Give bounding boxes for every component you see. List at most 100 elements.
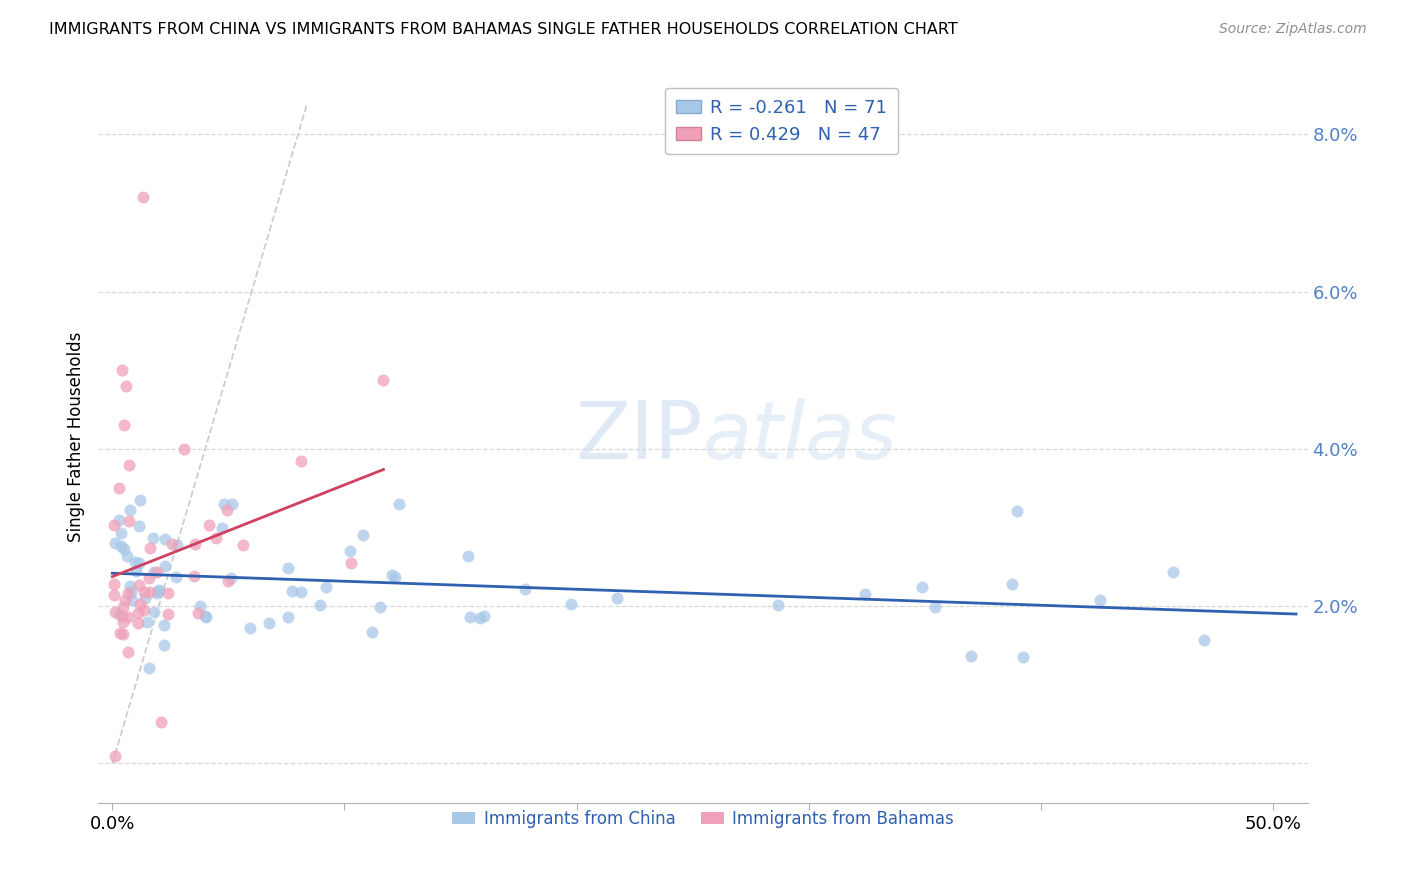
Point bbox=[257, 615, 280, 630]
Legend: Immigrants from China, Immigrants from Bahamas: Immigrants from China, Immigrants from B… bbox=[446, 804, 960, 835]
Point bbox=[112, 615, 135, 630]
Point bbox=[239, 621, 262, 635]
Point bbox=[766, 599, 789, 613]
Point bbox=[221, 571, 243, 585]
Point bbox=[468, 611, 491, 625]
Point bbox=[125, 564, 148, 578]
Point bbox=[153, 559, 176, 574]
Point bbox=[128, 556, 150, 570]
Point bbox=[204, 532, 226, 546]
Point bbox=[134, 584, 156, 599]
Text: IMMIGRANTS FROM CHINA VS IMMIGRANTS FROM BAHAMAS SINGLE FATHER HOUSEHOLDS CORREL: IMMIGRANTS FROM CHINA VS IMMIGRANTS FROM… bbox=[49, 22, 957, 37]
Point bbox=[198, 518, 221, 533]
Point bbox=[104, 605, 127, 619]
Point bbox=[1001, 577, 1024, 591]
Text: Source: ZipAtlas.com: Source: ZipAtlas.com bbox=[1219, 22, 1367, 37]
Point bbox=[136, 615, 159, 629]
Point bbox=[153, 638, 176, 652]
Point bbox=[121, 592, 143, 607]
Point bbox=[118, 578, 141, 592]
Point bbox=[115, 549, 138, 563]
Point bbox=[127, 616, 149, 631]
Point bbox=[111, 363, 134, 377]
Point bbox=[173, 442, 195, 456]
Point bbox=[117, 610, 139, 624]
Point bbox=[110, 525, 132, 540]
Point bbox=[124, 556, 146, 570]
Point bbox=[1088, 593, 1111, 607]
Point bbox=[142, 565, 165, 579]
Point bbox=[150, 715, 173, 730]
Point bbox=[315, 580, 337, 594]
Point bbox=[132, 603, 155, 617]
Point bbox=[290, 454, 312, 468]
Point bbox=[143, 605, 166, 619]
Point bbox=[1012, 649, 1035, 664]
Point bbox=[129, 493, 152, 508]
Point bbox=[112, 418, 135, 433]
Point bbox=[112, 627, 135, 641]
Point bbox=[153, 532, 176, 546]
Point bbox=[117, 645, 139, 659]
Point bbox=[211, 521, 233, 535]
Point bbox=[339, 544, 361, 558]
Point bbox=[457, 549, 479, 563]
Point bbox=[148, 582, 170, 597]
Point bbox=[368, 600, 391, 615]
Point bbox=[117, 586, 139, 600]
Point bbox=[121, 585, 143, 599]
Point bbox=[111, 609, 134, 624]
Point bbox=[110, 539, 132, 553]
Point bbox=[166, 537, 188, 551]
Point bbox=[1192, 632, 1215, 647]
Point bbox=[352, 528, 374, 542]
Point bbox=[1005, 504, 1028, 518]
Point bbox=[108, 625, 131, 640]
Point bbox=[103, 577, 125, 591]
Point bbox=[127, 606, 149, 620]
Point bbox=[194, 609, 217, 624]
Point bbox=[381, 568, 404, 582]
Point bbox=[134, 591, 156, 606]
Point bbox=[108, 607, 131, 621]
Point bbox=[138, 660, 160, 674]
Point bbox=[115, 379, 138, 393]
Point bbox=[960, 648, 983, 663]
Point bbox=[281, 584, 304, 599]
Point bbox=[221, 497, 243, 511]
Point bbox=[472, 609, 495, 624]
Point bbox=[513, 582, 536, 596]
Point bbox=[911, 580, 934, 594]
Point bbox=[217, 503, 239, 517]
Point bbox=[373, 373, 395, 387]
Point bbox=[183, 569, 205, 583]
Point bbox=[111, 600, 134, 615]
Point bbox=[290, 584, 312, 599]
Point bbox=[277, 610, 299, 624]
Point bbox=[128, 578, 150, 592]
Point bbox=[146, 566, 169, 580]
Y-axis label: Single Father Households: Single Father Households bbox=[67, 332, 86, 542]
Point bbox=[277, 561, 299, 575]
Point bbox=[145, 586, 167, 600]
Point bbox=[162, 537, 184, 551]
Point bbox=[157, 607, 180, 622]
Point bbox=[117, 514, 139, 528]
Point bbox=[165, 570, 187, 584]
Point bbox=[388, 497, 411, 511]
Point bbox=[141, 531, 163, 545]
Point bbox=[146, 583, 169, 598]
Point bbox=[187, 606, 209, 620]
Point bbox=[138, 571, 160, 585]
Point bbox=[103, 518, 125, 533]
Point bbox=[112, 541, 135, 556]
Point bbox=[131, 190, 153, 204]
Point bbox=[606, 591, 628, 605]
Point bbox=[114, 593, 136, 607]
Point bbox=[128, 519, 150, 533]
Point bbox=[232, 538, 254, 552]
Point bbox=[1161, 565, 1184, 579]
Point bbox=[103, 588, 125, 602]
Point bbox=[194, 610, 217, 624]
Point bbox=[117, 458, 139, 472]
